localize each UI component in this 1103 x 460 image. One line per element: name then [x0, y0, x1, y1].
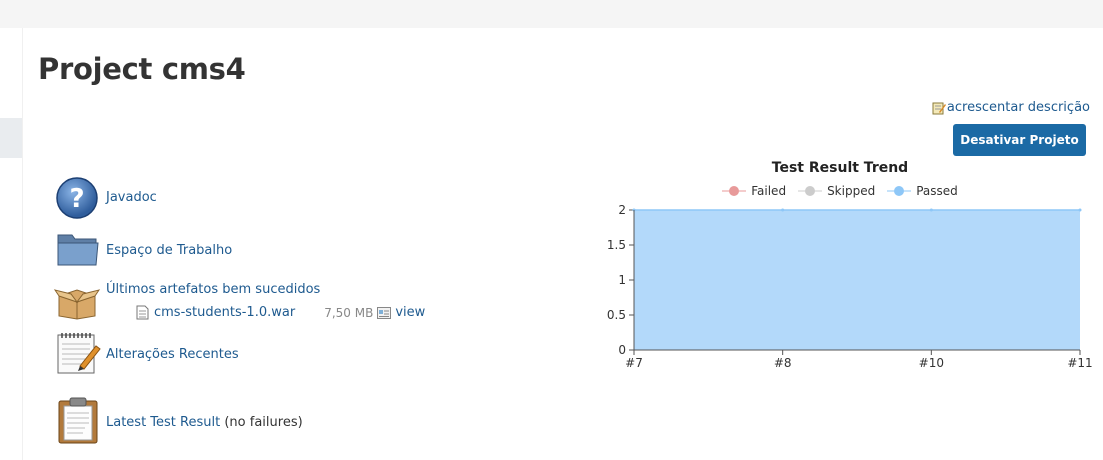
legend-passed-marker [887, 186, 912, 196]
latest-test-result-link[interactable]: Latest Test Result [106, 415, 221, 430]
page-title: Project cms4 [38, 52, 246, 86]
x-tick-label: #10 [919, 356, 944, 370]
recent-changes-link[interactable]: Alterações Recentes [106, 347, 239, 362]
workspace-link[interactable]: Espaço de Trabalho [106, 243, 233, 258]
legend-passed[interactable]: Passed [887, 184, 958, 198]
legend-skipped[interactable]: Skipped [798, 184, 875, 198]
x-tick-label: #7 [625, 356, 643, 370]
disable-project-button[interactable]: Desativar Projeto [953, 124, 1086, 156]
clipboard-icon [58, 397, 98, 444]
legend-passed-label: Passed [916, 184, 958, 198]
artifact-file-link[interactable]: cms-students-1.0.war [154, 305, 296, 320]
folder-icon [57, 234, 99, 266]
series-passed-point [1078, 208, 1082, 212]
artifact-size: 7,50 MB [324, 305, 374, 320]
legend-skipped-label: Skipped [827, 184, 876, 198]
artifact-row: cms-students-1.0.war 7,50 MB view [136, 305, 425, 320]
y-tick-label: 1.5 [607, 238, 626, 252]
latest-test-result-note: (no failures) [224, 415, 303, 430]
y-tick-label: 0 [618, 343, 626, 357]
last-artifacts-link[interactable]: Últimos artefatos bem sucedidos [106, 282, 321, 297]
artifact-view-link[interactable]: view [395, 305, 426, 320]
chart-title: Test Result Trend [771, 160, 909, 176]
javadoc-link[interactable]: Javadoc [106, 190, 157, 205]
legend-failed-marker [722, 186, 747, 196]
series-passed-point [781, 208, 785, 212]
y-tick-label: 1 [618, 273, 626, 287]
package-icon [53, 289, 101, 320]
add-description-label: acrescentar descrição [946, 100, 1090, 115]
view-icon [377, 306, 392, 319]
chart-legend: Failed Skipped Passed [590, 184, 1090, 198]
series-passed-point [929, 208, 933, 212]
legend-skipped-marker [798, 186, 823, 196]
x-tick-label: #8 [774, 356, 792, 370]
legend-failed-label: Failed [751, 184, 787, 198]
y-tick-label: 2 [618, 203, 626, 217]
series-passed-area [634, 210, 1080, 350]
side-panel [0, 28, 23, 460]
add-description-link[interactable]: acrescentar descrição [932, 100, 1090, 115]
x-tick-label: #11 [1067, 356, 1092, 370]
edit-icon [932, 102, 946, 114]
chart-plot: 0 0.5 1 1.5 2 #7 #8 #10 #11 [607, 203, 1093, 370]
y-tick-label: 0.5 [607, 308, 626, 322]
file-icon [136, 305, 149, 320]
latest-test-result: Latest Test Result (no failures) [106, 415, 303, 430]
test-result-trend-chart: Test Result Trend Failed Skipped Passed … [590, 158, 1100, 378]
help-icon: ? [56, 177, 98, 219]
svg-text:?: ? [69, 184, 84, 214]
side-panel-item[interactable] [0, 118, 22, 158]
notepad-icon [57, 333, 101, 374]
legend-failed[interactable]: Failed [722, 184, 786, 198]
top-bar [0, 0, 1103, 28]
